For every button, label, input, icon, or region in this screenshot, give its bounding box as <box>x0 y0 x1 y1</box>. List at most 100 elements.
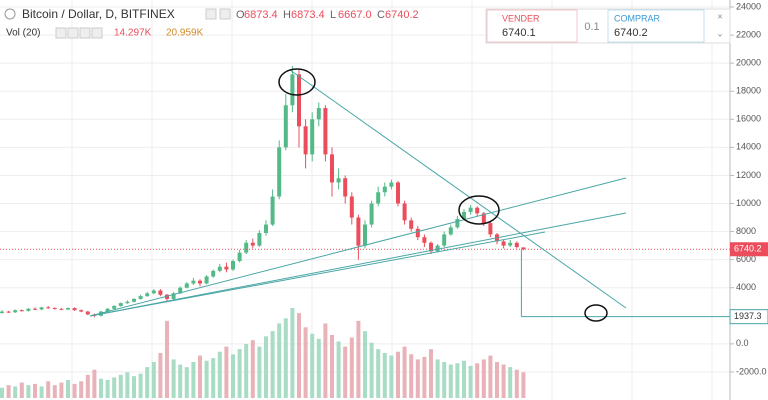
candle-body <box>151 290 156 294</box>
volume-bar <box>389 355 394 398</box>
candle-body <box>231 261 235 270</box>
volume-bar <box>323 323 328 398</box>
volume-bar <box>429 349 433 398</box>
candle-body <box>250 242 255 246</box>
candle-body <box>105 308 110 312</box>
volume-bar <box>264 336 268 398</box>
icon[interactable] <box>91 27 103 39</box>
buy-button[interactable] <box>607 9 705 43</box>
collapse-icon[interactable]: ⌄ <box>716 28 724 38</box>
y-tick-label: 14000 <box>736 142 761 152</box>
volume-bar <box>231 354 235 398</box>
sell-button[interactable] <box>486 9 578 43</box>
last-price-tag <box>730 242 768 257</box>
volume-bar <box>46 381 51 398</box>
candle-body <box>270 196 275 225</box>
candle-body <box>19 310 24 312</box>
volume-bar <box>165 320 169 398</box>
candle-body <box>363 224 367 246</box>
candle-body <box>184 283 189 288</box>
candle-body <box>376 192 381 204</box>
volume-bar <box>382 353 387 398</box>
candle-body <box>277 147 282 197</box>
volume-bar <box>488 355 493 398</box>
volume-bar <box>415 359 420 398</box>
candle-body <box>118 303 123 306</box>
volume-bar <box>356 320 361 398</box>
volume-bar <box>462 360 466 398</box>
volume-bar <box>349 337 354 398</box>
candle-body <box>198 280 202 284</box>
volume-bar <box>171 359 176 398</box>
candle-body <box>39 307 44 310</box>
candle-body <box>26 308 31 311</box>
candle-body <box>514 242 519 248</box>
volume <box>0 308 526 398</box>
y-tick-label: 4000 <box>736 282 756 292</box>
volume-bar <box>19 382 24 398</box>
y-tick-label: 20000 <box>736 58 761 68</box>
y-axis: 24000 22000 20000 18000 16000 14000 12000 10000… <box>729 1 768 376</box>
candle-body <box>369 203 374 225</box>
quantity[interactable]: 0.1 <box>584 21 599 33</box>
volume-bar <box>369 342 374 398</box>
candle-body <box>462 211 466 219</box>
volume-bar <box>33 383 37 398</box>
icon[interactable] <box>4 8 16 20</box>
candle-body <box>171 293 176 299</box>
volume-bar <box>72 383 77 398</box>
close-icon[interactable]: × <box>717 11 722 21</box>
volume-bar <box>132 376 136 398</box>
buy-price: 6740.2 <box>614 27 648 39</box>
volume-bar <box>79 381 84 398</box>
candle-body <box>46 307 51 309</box>
candle-body <box>257 232 262 246</box>
candle-body <box>455 218 460 228</box>
candle-body <box>415 228 420 238</box>
candle-body <box>442 234 447 246</box>
ohlc-label: C <box>377 9 385 21</box>
last-price-label: 6740.2 <box>734 244 762 254</box>
candle-body <box>501 241 506 246</box>
header: Bitcoin / Dollar, D, BITFINEX O 6873.4 H 68… <box>4 7 419 39</box>
candle-body <box>158 290 163 295</box>
candle-body <box>145 293 150 297</box>
volume-bar <box>105 380 110 398</box>
candle-body <box>336 178 341 183</box>
volume-bar <box>455 363 460 398</box>
candle-body <box>72 308 77 311</box>
candle-body <box>112 305 117 309</box>
candle-body <box>165 294 169 299</box>
volume-bar <box>237 349 242 398</box>
candle-body <box>264 224 268 233</box>
y-tick-label: -2000.0 <box>736 366 767 376</box>
icon[interactable] <box>67 27 79 39</box>
order-panel: VENDER 6740.1 0.1 COMPRAR 6740.2 × ⌄ <box>485 8 731 44</box>
volume-bar <box>514 369 519 398</box>
icon[interactable] <box>79 27 91 39</box>
candle-body <box>481 213 486 224</box>
y-tick-label: 18000 <box>736 86 761 96</box>
volume-bar <box>290 308 295 398</box>
volume-bar <box>99 378 103 398</box>
ohlc-value: 6740.2 <box>385 9 419 21</box>
icon[interactable] <box>55 27 67 39</box>
candle-body <box>290 74 295 106</box>
candle-body <box>52 308 57 310</box>
candle-body <box>402 203 407 221</box>
candle-body <box>356 217 361 246</box>
ohlc-value: 6873.4 <box>244 9 278 21</box>
candle-body <box>409 220 414 229</box>
volume-bar <box>191 362 196 398</box>
volume-bar <box>376 349 381 398</box>
icon[interactable] <box>205 8 217 20</box>
icon[interactable] <box>219 8 231 20</box>
candle-body <box>178 287 183 294</box>
volume-bar <box>26 385 31 398</box>
volume-bar <box>521 372 526 398</box>
volume-bar <box>92 369 97 398</box>
volume-bar <box>244 344 249 398</box>
candle-body <box>132 298 136 302</box>
volume-bar <box>303 327 308 398</box>
price-axis <box>730 0 768 400</box>
